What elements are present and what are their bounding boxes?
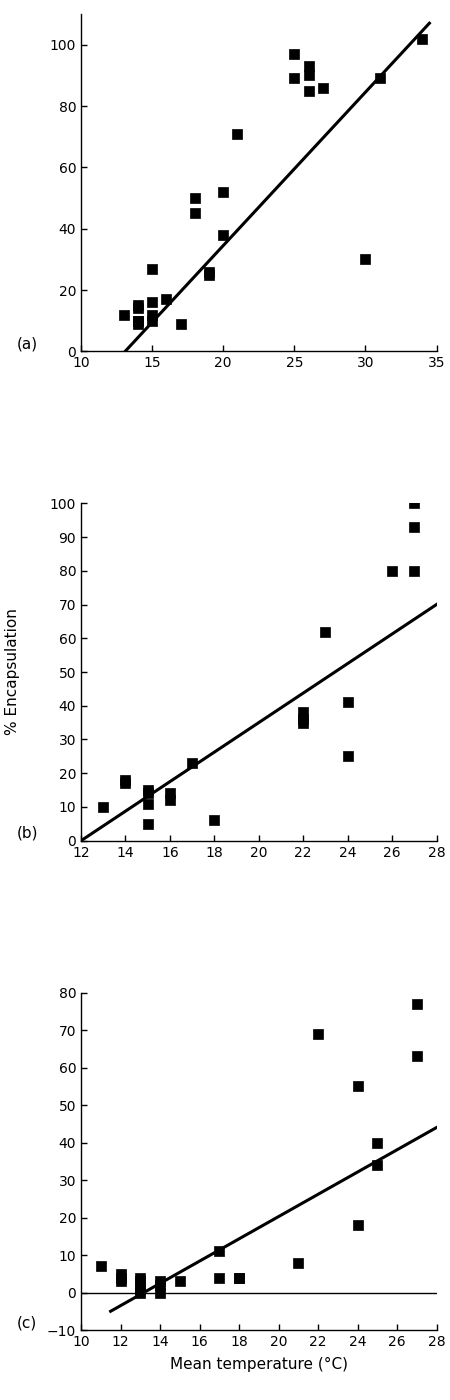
Point: [291, 67, 298, 90]
Point: [137, 1281, 144, 1303]
Point: [305, 64, 312, 87]
Point: [163, 288, 170, 311]
Point: [300, 708, 307, 731]
Point: [374, 1154, 381, 1176]
Point: [374, 1131, 381, 1154]
Point: [205, 263, 212, 286]
Point: [191, 202, 198, 224]
Point: [137, 1278, 144, 1301]
Point: [411, 491, 418, 514]
Point: [97, 1254, 104, 1277]
Point: [177, 312, 184, 335]
Point: [305, 80, 312, 102]
Point: [220, 181, 227, 203]
Point: [413, 993, 420, 1015]
Point: [191, 186, 198, 209]
Point: [344, 692, 351, 714]
Point: [354, 1075, 361, 1098]
Point: [411, 515, 418, 538]
Point: [144, 812, 151, 834]
Point: [220, 224, 227, 246]
Point: [137, 1267, 144, 1289]
Point: [166, 790, 174, 812]
Point: [117, 1267, 124, 1289]
Point: [117, 1270, 124, 1292]
Point: [189, 752, 196, 774]
Point: [176, 1270, 183, 1292]
Text: (c): (c): [17, 1315, 37, 1330]
Point: [418, 28, 426, 50]
Point: [319, 77, 326, 99]
Point: [157, 1274, 164, 1296]
Point: [99, 795, 107, 818]
Point: [216, 1267, 223, 1289]
Point: [362, 248, 369, 270]
Point: [117, 1263, 124, 1285]
Point: [148, 291, 156, 314]
Point: [122, 773, 129, 795]
Point: [300, 711, 307, 734]
Point: [354, 1214, 361, 1236]
Point: [235, 1267, 243, 1289]
Text: (b): (b): [17, 826, 39, 841]
Point: [295, 1252, 302, 1274]
Point: [134, 297, 141, 319]
Point: [157, 1270, 164, 1292]
Point: [216, 1240, 223, 1263]
Point: [122, 769, 129, 791]
Point: [211, 809, 218, 832]
Point: [344, 745, 351, 767]
Point: [388, 560, 396, 582]
Point: [148, 309, 156, 332]
Point: [411, 560, 418, 582]
Point: [413, 1046, 420, 1068]
Point: [235, 1267, 243, 1289]
Point: [305, 55, 312, 77]
Point: [300, 701, 307, 724]
Point: [134, 312, 141, 335]
Point: [205, 260, 212, 283]
Point: [134, 309, 141, 332]
Point: [137, 1270, 144, 1292]
Point: [376, 67, 383, 90]
X-axis label: Mean temperature (°C): Mean temperature (°C): [170, 1357, 348, 1372]
Point: [166, 783, 174, 805]
Point: [137, 1278, 144, 1301]
Point: [148, 304, 156, 326]
Text: % Encapsulation: % Encapsulation: [4, 609, 19, 735]
Point: [144, 778, 151, 801]
Point: [144, 783, 151, 805]
Point: [234, 122, 241, 144]
Point: [148, 258, 156, 280]
Point: [291, 42, 298, 64]
Point: [157, 1281, 164, 1303]
Point: [144, 792, 151, 815]
Point: [134, 294, 141, 316]
Text: (a): (a): [17, 336, 38, 351]
Point: [120, 304, 127, 326]
Point: [315, 1022, 322, 1044]
Point: [322, 620, 329, 643]
Point: [134, 309, 141, 332]
